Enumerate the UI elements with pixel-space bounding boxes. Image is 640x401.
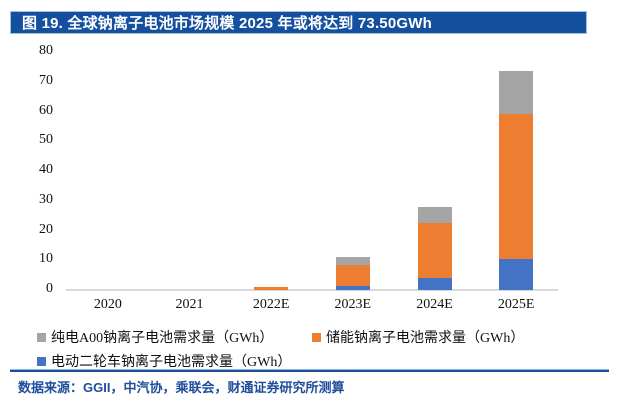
x-axis-label: 2023E xyxy=(334,297,372,312)
y-axis-tick-label: 10 xyxy=(39,251,53,267)
legend-item: 储能钠离子电池需求量（GWh） xyxy=(312,327,524,347)
bar-segment-2024E xyxy=(417,278,452,290)
y-axis-tick-label: 30 xyxy=(39,191,53,207)
bar-segment-2025E xyxy=(499,113,534,259)
legend-item: 纯电A00钠离子电池需求量（GWh） xyxy=(37,327,273,347)
y-axis-tick-label: 60 xyxy=(39,102,53,118)
data-source-text: 数据来源：GGII，中汽协，乘联会，财通证券研究所测算 xyxy=(18,380,345,395)
legend-item: 电动二轮车钠离子电池需求量（GWh） xyxy=(37,351,291,371)
legend-swatch-icon xyxy=(312,332,321,342)
x-axis-label: 2021 xyxy=(175,297,204,312)
y-axis-tick-label: 0 xyxy=(46,281,53,296)
source-divider xyxy=(10,369,609,372)
x-axis-label: 2025E xyxy=(497,297,535,312)
y-axis-tick-label: 50 xyxy=(39,132,53,148)
bar-segment-2023E xyxy=(335,265,370,287)
bar-segment-2025E xyxy=(499,71,534,114)
y-axis-tick-label: 80 xyxy=(39,43,53,58)
bar-segment-2022E xyxy=(254,287,289,290)
legend-swatch-icon xyxy=(37,356,46,366)
x-axis-label: 2024E xyxy=(416,297,453,312)
y-axis-tick-label: 40 xyxy=(39,162,53,177)
legend-label: 纯电A00钠离子电池需求量（GWh） xyxy=(51,331,274,346)
bar-segment-2024E xyxy=(417,223,452,279)
bar-segment-2024E xyxy=(417,206,452,224)
figure-title-bar: 图 19. 全球钠离子电池市场规模 2025 年或将达到 73.50GWh xyxy=(10,11,587,34)
bar-segment-2023E xyxy=(335,286,370,290)
x-axis-line xyxy=(66,289,558,291)
x-axis-label: 2022E xyxy=(252,297,290,312)
bar-segment-2023E xyxy=(335,257,370,266)
legend-label: 储能钠离子电池需求量（GWh） xyxy=(326,331,525,346)
y-axis-tick-label: 70 xyxy=(39,72,53,88)
y-axis-tick-label: 20 xyxy=(39,221,53,237)
figure-title: 图 19. 全球钠离子电池市场规模 2025 年或将达到 73.50GWh xyxy=(22,15,432,32)
x-axis-label: 2020 xyxy=(93,297,122,312)
bar-segment-2025E xyxy=(499,258,534,290)
legend-swatch-icon xyxy=(37,332,46,342)
legend-label: 电动二轮车钠离子电池需求量（GWh） xyxy=(51,355,292,370)
